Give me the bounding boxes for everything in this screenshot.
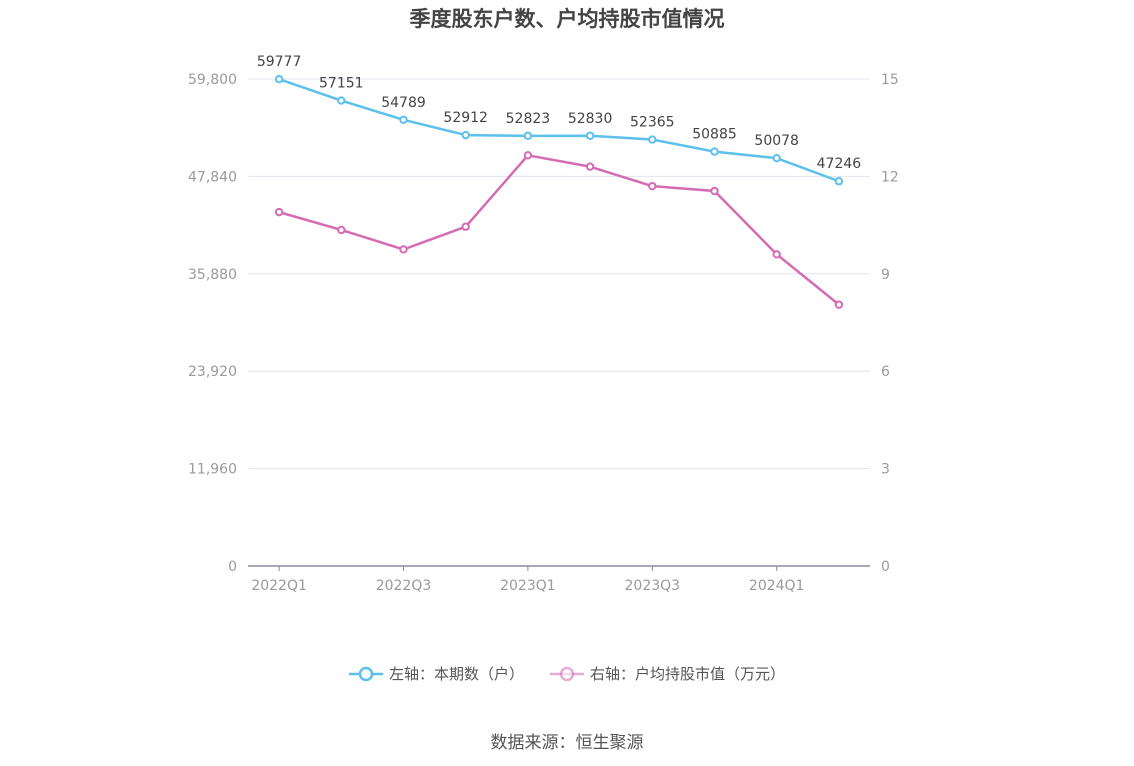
data-label: 54789 (381, 95, 426, 111)
data-point[interactable] (648, 181, 657, 191)
data-point[interactable] (274, 74, 284, 84)
legend: 左轴：本期数（户） 右轴：户均持股市值（万元） (0, 663, 1134, 684)
data-label: 52365 (630, 115, 675, 131)
series-layer (274, 74, 844, 309)
label-layer: 59777 57151 54789 52912 52823 52830 52365 50885… (257, 54, 861, 172)
legend-item-right-series[interactable]: 右轴：户均持股市值（万元） (550, 663, 785, 684)
data-point[interactable] (523, 131, 533, 141)
data-label: 47246 (817, 156, 862, 172)
series-line-right (278, 154, 840, 306)
data-point[interactable] (461, 222, 470, 231)
left-axis-tick-label: 23,920 (188, 364, 237, 380)
source-note: 数据来源：恒生聚源 (490, 733, 644, 753)
data-point[interactable] (337, 225, 346, 235)
data-label: 57151 (319, 76, 364, 92)
left-axis-tick-label: 11,960 (188, 462, 237, 478)
right-axis-tick-label: 15 (881, 72, 899, 88)
series-line-left (278, 78, 840, 183)
legend-left-series-icon (348, 666, 383, 681)
right-axis-tick-label: 0 (881, 559, 890, 575)
data-point[interactable] (399, 245, 408, 254)
data-label: 50078 (754, 133, 799, 149)
data-point[interactable] (274, 207, 284, 217)
legend-item-left-series[interactable]: 左轴：本期数（户） (348, 663, 524, 684)
data-point[interactable] (834, 300, 844, 309)
x-axis-tick-label: 2024Q1 (749, 578, 805, 594)
data-point[interactable] (648, 135, 657, 144)
left-axis-tick-label: 47,840 (188, 169, 237, 185)
left-axis-tick-label: 35,880 (188, 267, 237, 283)
chart-title: 季度股东户数、户均持股市值情况 (409, 7, 725, 31)
legend-right-series-label: 右轴：户均持股市值（万元） (590, 665, 786, 683)
line-chart: 0 11,960 23,920 35,880 47,840 59,800 0 3 6 9 12 15 2… (188, 54, 899, 594)
legend-left-series-label: 左轴：本期数（户） (388, 665, 524, 683)
data-label: 50885 (692, 127, 737, 143)
data-point[interactable] (399, 115, 408, 125)
data-point[interactable] (523, 151, 533, 160)
x-axis-tick-label: 2022Q1 (251, 578, 307, 594)
grid-layer (248, 78, 870, 470)
data-label: 59777 (257, 54, 302, 70)
axis-layer: 0 11,960 23,920 35,880 47,840 59,800 0 3 6 9 12 15 2… (188, 72, 899, 594)
right-axis-tick-label: 3 (881, 462, 890, 478)
x-axis-tick-label: 2023Q1 (500, 578, 556, 594)
legend-right-series-icon (550, 666, 584, 681)
left-axis-tick-label: 59,800 (188, 72, 237, 88)
data-label: 52830 (568, 111, 613, 127)
right-axis-tick-label: 6 (881, 364, 890, 380)
data-point[interactable] (772, 250, 781, 259)
data-point[interactable] (772, 153, 781, 163)
data-point[interactable] (585, 131, 595, 140)
data-label: 52912 (443, 110, 488, 126)
data-point[interactable] (461, 130, 470, 140)
data-point[interactable] (834, 177, 844, 186)
data-point[interactable] (337, 96, 346, 105)
right-axis-tick-label: 9 (881, 267, 890, 283)
data-label: 52823 (506, 111, 551, 127)
x-axis-tick-label: 2023Q3 (625, 578, 681, 594)
data-point[interactable] (710, 186, 719, 196)
data-point[interactable] (710, 147, 719, 156)
left-axis-tick-label: 0 (228, 559, 237, 575)
x-axis-tick-label: 2022Q3 (376, 578, 432, 594)
right-axis-tick-label: 12 (881, 169, 899, 185)
data-point[interactable] (585, 162, 595, 171)
